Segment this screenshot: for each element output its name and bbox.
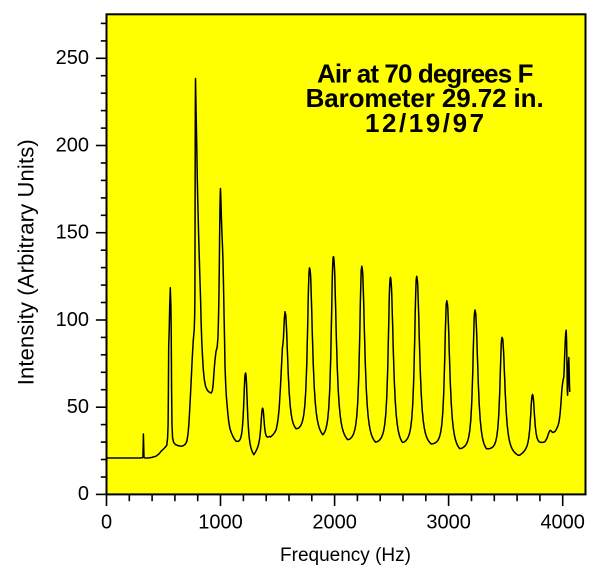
svg-text:50: 50	[67, 396, 89, 418]
svg-text:Air at 70 degrees F: Air at 70 degrees F	[317, 58, 533, 88]
svg-text:200: 200	[56, 134, 89, 156]
svg-text:Barometer 29.72 in.: Barometer 29.72 in.	[306, 83, 544, 113]
svg-text:0: 0	[101, 512, 112, 534]
svg-text:Intensity (Arbitrary Units): Intensity (Arbitrary Units)	[13, 139, 38, 385]
svg-text:4000: 4000	[540, 512, 585, 534]
svg-text:3000: 3000	[426, 512, 471, 534]
svg-text:250: 250	[56, 47, 89, 69]
svg-text:1000: 1000	[198, 512, 243, 534]
svg-text:150: 150	[56, 222, 89, 244]
svg-text:2000: 2000	[312, 512, 357, 534]
svg-text:100: 100	[56, 309, 89, 331]
svg-text:12/19/97: 12/19/97	[365, 108, 487, 138]
svg-text:0: 0	[78, 483, 89, 505]
svg-text:Frequency (Hz): Frequency (Hz)	[280, 545, 411, 566]
